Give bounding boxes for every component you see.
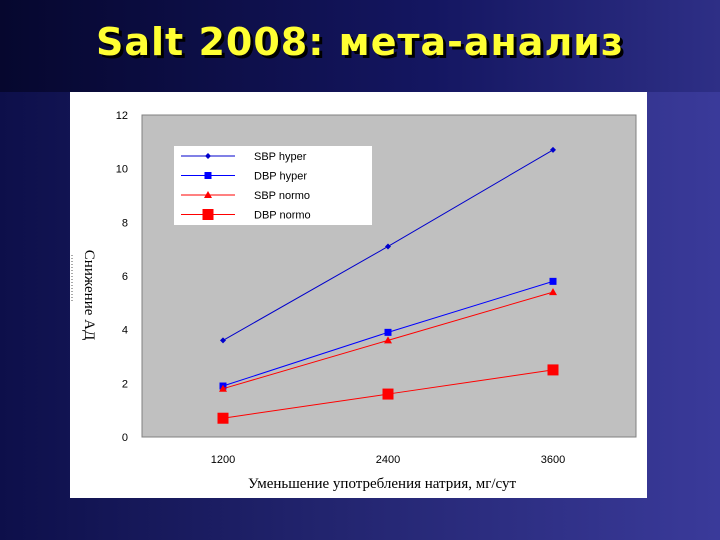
data-point [550,146,556,153]
series-dbp-normo [217,364,559,424]
series-sbp-normo [219,288,557,392]
legend: SBP hyper DBP hyper SBP normo DBP normo [174,146,372,225]
title-band [0,0,720,92]
data-point [549,288,557,296]
data-point [382,388,394,400]
legend-marker [202,209,214,220]
legend-marker [205,153,211,159]
data-point [217,412,229,424]
legend-entry: SBP hyper [254,151,307,163]
x-tick-label: 3600 [541,454,565,466]
y-tick-labels: 0 2 4 6 8 10 12 [116,110,128,444]
y-tick-label: 0 [122,432,128,444]
data-point [385,243,391,250]
legend-marker [204,172,212,179]
y-tick-label: 6 [122,271,128,283]
legend-marker [204,191,212,198]
legend-entry: SBP normo [254,190,310,202]
x-tick-label: 1200 [211,454,235,466]
y-tick-label: 8 [122,217,128,229]
x-axis-label: Уменьшение употребления натрия, мг/сут [248,476,517,492]
legend-entry: DBP hyper [254,171,307,183]
data-point [549,277,557,285]
y-tick-label: 10 [116,164,128,176]
line-chart: 0 2 4 6 8 10 12 1200 2400 3600 SBP hyper DBP hype… [71,110,637,492]
data-point [547,364,559,376]
x-tick-labels: 1200 2400 3600 [211,454,565,466]
series-layer [217,146,559,424]
y-tick-label: 12 [116,110,128,122]
x-tick-label: 2400 [376,454,400,466]
y-axis-label: Снижение АД [81,250,97,340]
data-point [384,328,392,336]
series-sbp-hyper [220,146,556,344]
data-point [220,337,226,344]
legend-entry: DBP normo [254,210,311,222]
y-tick-label: 2 [122,378,128,390]
y-tick-label: 4 [122,325,128,337]
data-point [219,384,227,392]
slide-title: Salt 2008: мета-анализ [96,20,624,64]
data-point [384,336,392,344]
chart-panel: 0 2 4 6 8 10 12 1200 2400 3600 SBP hyper DBP hype… [70,92,647,498]
